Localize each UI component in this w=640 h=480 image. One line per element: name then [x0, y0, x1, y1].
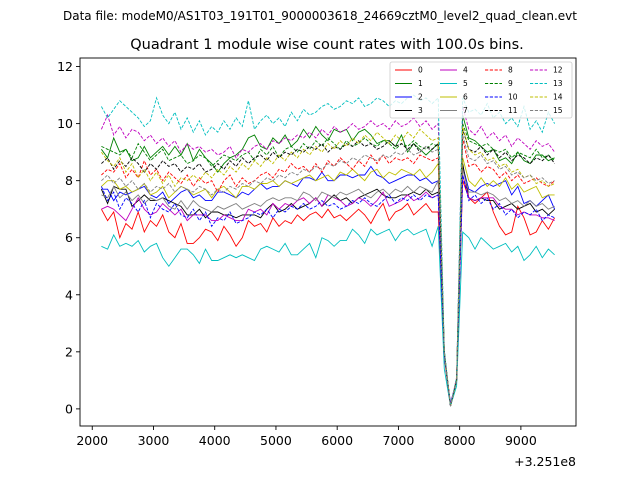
y-tick-label: 6: [65, 230, 73, 245]
legend-label-9: 9: [508, 79, 513, 88]
legend-box: [389, 61, 573, 119]
y-tick-label: 0: [65, 401, 73, 416]
figure-suptitle: Data file: modeM0/AS1T03_191T01_90000036…: [63, 9, 577, 23]
y-axis: 0 2 4 6 8 10 12: [57, 59, 80, 416]
x-tick-label: 6000: [321, 433, 353, 448]
series-line-11: [101, 129, 555, 407]
legend-label-1: 1: [418, 79, 423, 88]
legend-label-0: 0: [418, 66, 423, 75]
y-tick-label: 2: [65, 344, 73, 359]
legend-label-10: 10: [508, 93, 518, 102]
plot-series-group: [100, 94, 556, 407]
x-tick-label: 8000: [444, 433, 476, 448]
series-line-7: [101, 169, 555, 407]
legend-label-13: 13: [553, 79, 563, 88]
series-line-10: [100, 174, 555, 407]
legend-label-3: 3: [418, 106, 423, 115]
legend-label-12: 12: [553, 66, 563, 75]
x-tick-label: 9000: [505, 433, 537, 448]
series-line-8: [101, 137, 555, 407]
series-line-5: [101, 226, 555, 407]
legend-label-4: 4: [463, 66, 468, 75]
series-line-12: [100, 106, 555, 407]
y-tick-label: 8: [65, 173, 73, 188]
plot-frame: [79, 57, 577, 427]
legend-label-14: 14: [553, 93, 563, 102]
legend-label-5: 5: [463, 79, 468, 88]
series-line-9: [101, 123, 555, 407]
y-tick-label: 4: [65, 287, 73, 302]
legend-label-15: 15: [553, 106, 563, 115]
x-axis: 2000 3000 4000 5000 6000 7000 8000 9000: [76, 426, 537, 448]
series-line-14: [101, 126, 555, 407]
chart-title: Quadrant 1 module wise count rates with …: [130, 37, 524, 53]
y-tick-label: 12: [57, 59, 73, 74]
y-tick-label: 10: [57, 116, 73, 131]
legend-label-7: 7: [463, 106, 468, 115]
series-line-2: [101, 165, 556, 404]
legend-label-2: 2: [418, 93, 423, 102]
series-line-15: [101, 134, 555, 407]
x-offset-label: +3.251e8: [514, 454, 576, 469]
x-tick-label: 7000: [383, 433, 415, 448]
legend-label-8: 8: [508, 66, 513, 75]
series-line-1: [101, 114, 555, 407]
legend-label-11: 11: [508, 106, 518, 115]
legend-label-6: 6: [463, 93, 468, 102]
x-tick-label: 4000: [199, 433, 231, 448]
x-tick-label: 3000: [138, 433, 170, 448]
series-line-0: [101, 180, 555, 407]
x-tick-label: 5000: [260, 433, 292, 448]
x-tick-label: 2000: [76, 433, 108, 448]
